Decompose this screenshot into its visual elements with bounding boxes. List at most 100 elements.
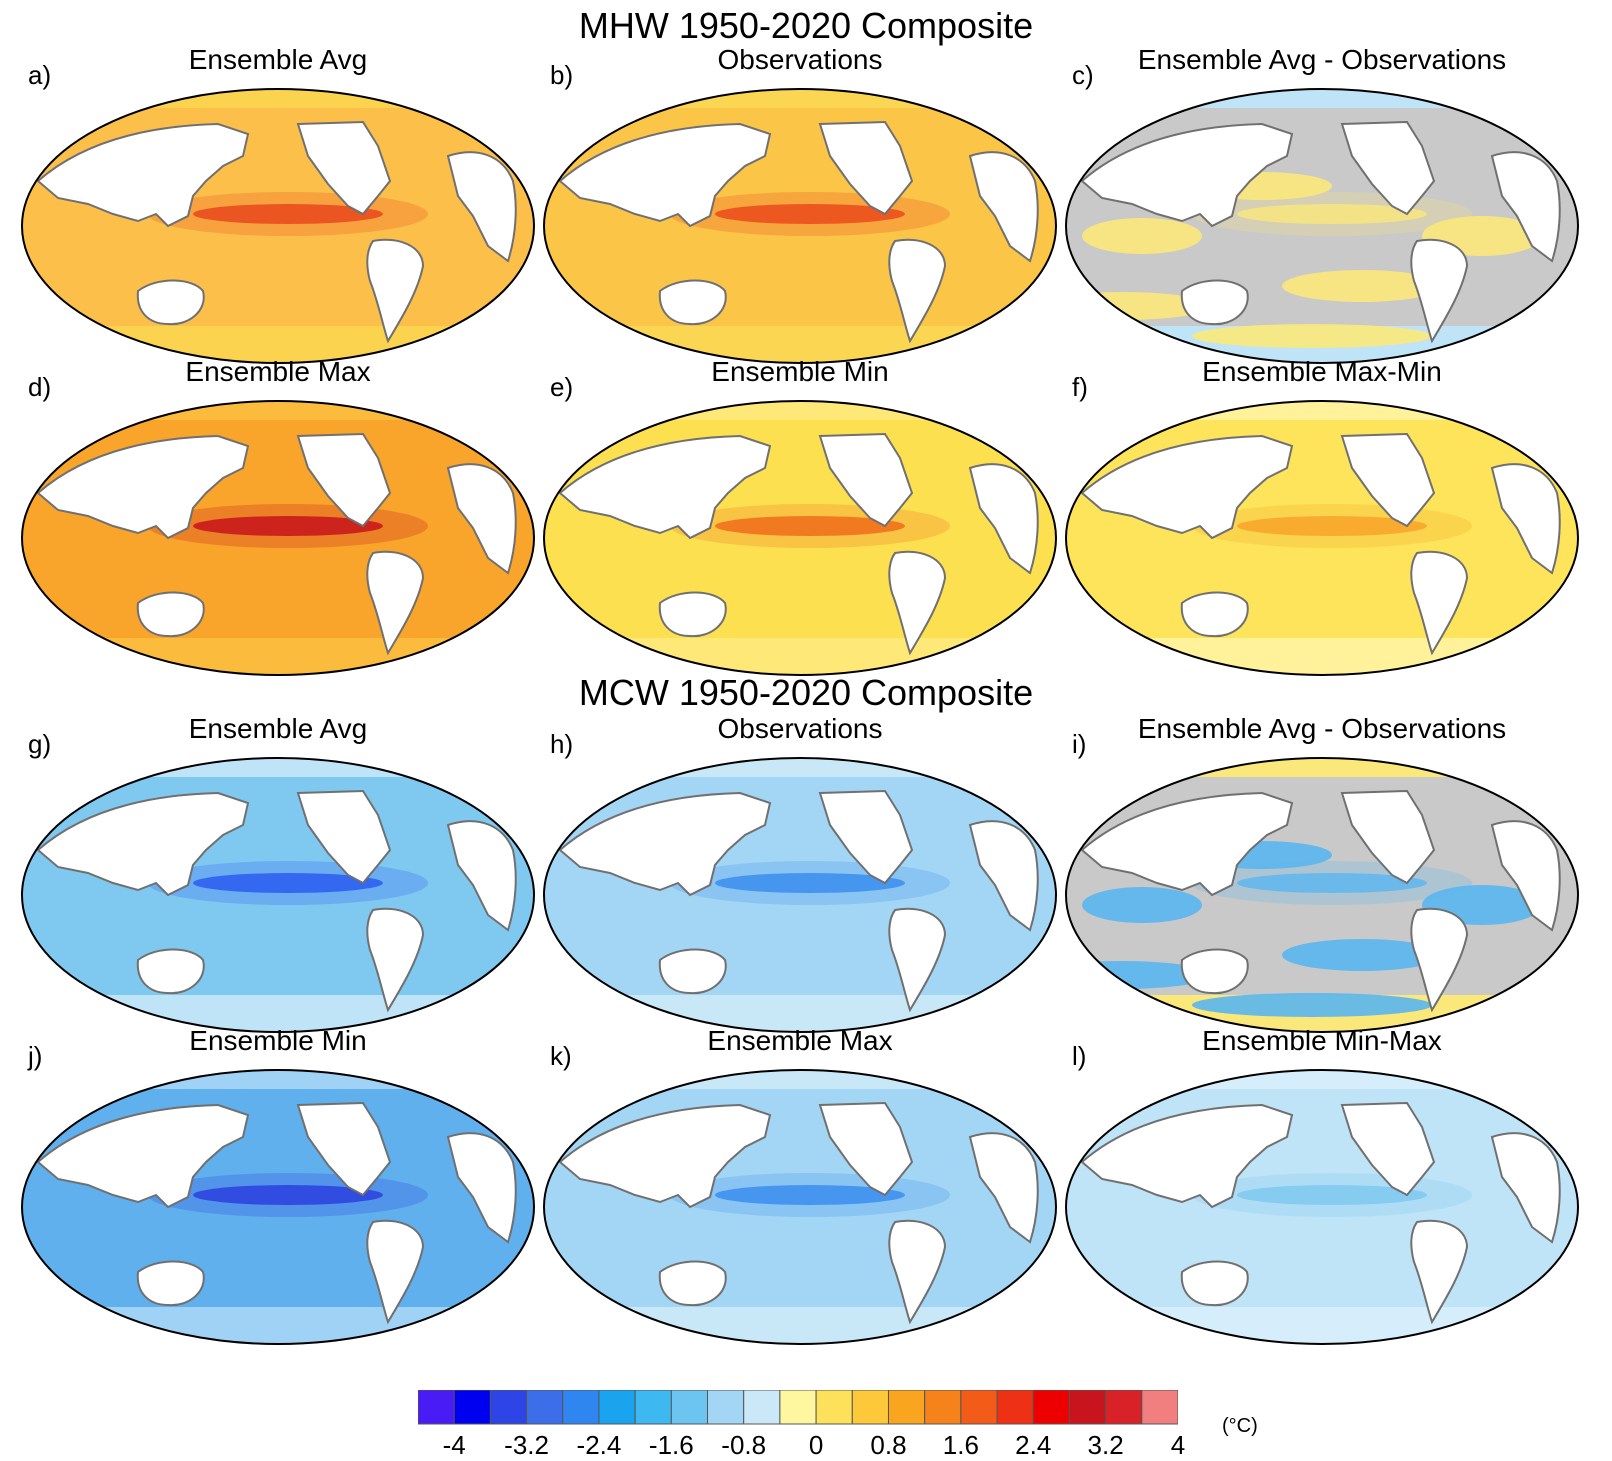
land bbox=[968, 463, 1039, 575]
anomaly-patch bbox=[1192, 324, 1432, 348]
map bbox=[21, 88, 535, 364]
land bbox=[888, 1219, 947, 1325]
colorbar-swatch bbox=[815, 1390, 853, 1425]
panel-letter: i) bbox=[1072, 729, 1087, 759]
map bbox=[543, 400, 1057, 676]
map-panel: l) Ensemble Min-Max bbox=[1062, 1025, 1582, 1345]
colorbar-swatch bbox=[489, 1390, 528, 1425]
colorbar-swatch bbox=[707, 1390, 745, 1425]
panel-title: Ensemble Avg - Observations bbox=[1137, 713, 1507, 744]
ocean-field bbox=[22, 1070, 534, 1344]
land bbox=[1180, 948, 1249, 995]
land bbox=[888, 907, 947, 1013]
map bbox=[21, 1069, 535, 1345]
land bbox=[366, 907, 425, 1013]
colorbar-swatch bbox=[562, 1390, 600, 1425]
panel-title: Ensemble Avg - Observations bbox=[1137, 44, 1507, 75]
colorbar bbox=[418, 1390, 1178, 1425]
map-panel: c) Ensemble Avg - Observations bbox=[1062, 44, 1582, 364]
land bbox=[658, 279, 727, 326]
map-panel: j) Ensemble Min bbox=[18, 1025, 538, 1345]
land bbox=[658, 948, 727, 995]
land bbox=[1490, 151, 1561, 263]
ocean-field bbox=[22, 401, 534, 675]
map-panel: e) Ensemble Min bbox=[540, 356, 1060, 676]
land bbox=[1410, 1219, 1469, 1325]
panel-title: Ensemble Min bbox=[189, 1025, 367, 1056]
colorbar-tick-label: -1.6 bbox=[648, 1430, 694, 1460]
land bbox=[1080, 434, 1294, 540]
colorbar-swatch bbox=[1105, 1390, 1143, 1425]
land bbox=[558, 1103, 772, 1209]
panel-letter: l) bbox=[1072, 1041, 1087, 1071]
map bbox=[1065, 400, 1579, 676]
anomaly-patch bbox=[1282, 939, 1442, 971]
equatorial-tongue bbox=[715, 204, 905, 224]
panel-title: Observations bbox=[717, 44, 883, 75]
southern-ocean-band bbox=[544, 638, 1056, 675]
land bbox=[818, 120, 914, 216]
map-border bbox=[543, 400, 1057, 676]
colorbar-tick-label: -0.8 bbox=[721, 1430, 767, 1460]
land bbox=[366, 550, 425, 656]
equatorial-tongue bbox=[193, 204, 383, 224]
land bbox=[1490, 820, 1561, 932]
southern-ocean-band bbox=[1066, 638, 1578, 675]
colorbar-swatch bbox=[851, 1390, 889, 1425]
map bbox=[1065, 88, 1579, 364]
land bbox=[968, 1132, 1039, 1244]
panel-title: Ensemble Max bbox=[185, 356, 371, 387]
land bbox=[558, 434, 772, 540]
colorbar-tick-label: 4 bbox=[1170, 1430, 1186, 1460]
colorbar-tick-label: 2.4 bbox=[1015, 1430, 1052, 1460]
map-border bbox=[1065, 400, 1579, 676]
panel-title: Ensemble Avg bbox=[188, 713, 368, 744]
land bbox=[818, 789, 914, 885]
ocean-field bbox=[544, 758, 1056, 1032]
equatorial-tongue bbox=[193, 1185, 383, 1205]
equatorial-tongue bbox=[1237, 204, 1427, 224]
southern-ocean-band bbox=[22, 638, 534, 675]
equatorial-tongue bbox=[1237, 873, 1427, 893]
map-border bbox=[1065, 757, 1579, 1033]
colorbar-swatch bbox=[743, 1390, 781, 1425]
map-border bbox=[1065, 1069, 1579, 1345]
colorbar-tick-label: 1.6 bbox=[942, 1430, 979, 1460]
map-border bbox=[21, 1069, 535, 1345]
map-panel: b) Observations bbox=[540, 44, 1060, 364]
colorbar-swatch bbox=[960, 1390, 998, 1425]
ocean-field bbox=[544, 89, 1056, 363]
anomaly-patch bbox=[1082, 218, 1202, 254]
land bbox=[1340, 789, 1436, 885]
map bbox=[1065, 1069, 1579, 1345]
panel-title: Ensemble Min bbox=[711, 356, 889, 387]
panel-letter: k) bbox=[550, 1041, 572, 1071]
panel-letter: g) bbox=[28, 729, 52, 759]
land bbox=[818, 1101, 914, 1197]
map-border bbox=[1065, 88, 1579, 364]
equatorial-tongue bbox=[1237, 1185, 1427, 1205]
land bbox=[446, 820, 517, 932]
map bbox=[21, 400, 535, 676]
map-panel: i) Ensemble Avg - Observations bbox=[1062, 713, 1582, 1033]
land bbox=[446, 151, 517, 263]
land bbox=[1410, 550, 1469, 656]
map-panel: f) Ensemble Max-Min bbox=[1062, 356, 1582, 676]
anomaly-patch bbox=[1082, 887, 1202, 923]
land bbox=[1080, 791, 1294, 897]
map-panel: g) Ensemble Avg bbox=[18, 713, 538, 1033]
colorbar-unit: (°C) bbox=[1222, 1415, 1258, 1437]
land bbox=[1180, 1260, 1249, 1307]
panel-title: Observations bbox=[717, 713, 883, 744]
panel-letter: j) bbox=[28, 1041, 43, 1071]
land bbox=[366, 238, 425, 344]
land bbox=[366, 1219, 425, 1325]
land bbox=[1410, 907, 1469, 1013]
land bbox=[658, 591, 727, 638]
anomaly-patch bbox=[1282, 270, 1442, 302]
colorbar-swatch bbox=[598, 1390, 636, 1425]
colorbar-swatch bbox=[996, 1390, 1034, 1425]
land bbox=[446, 463, 517, 575]
equatorial-tongue bbox=[1237, 516, 1427, 536]
colorbar-swatch bbox=[887, 1390, 926, 1425]
